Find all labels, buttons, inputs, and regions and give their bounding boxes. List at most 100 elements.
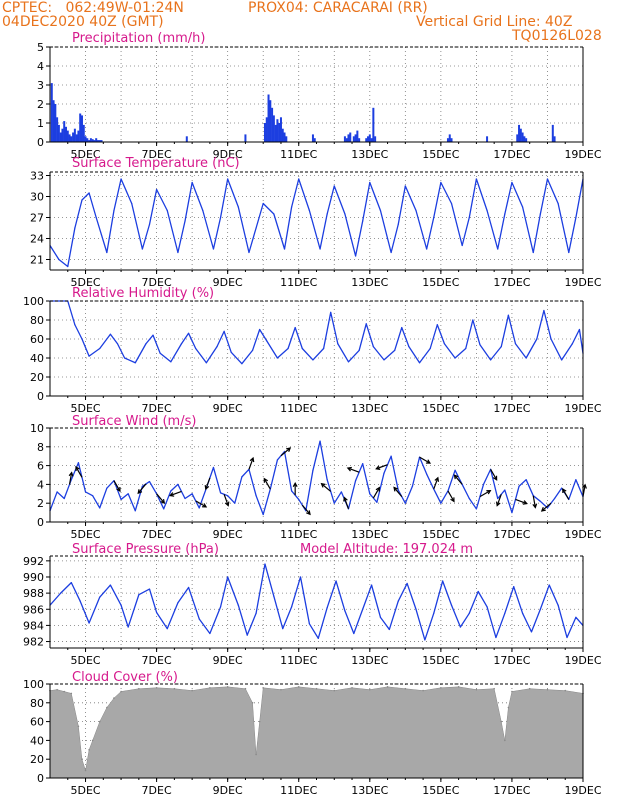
series-point (120, 604, 122, 606)
y-tick-label: 30 (30, 191, 44, 204)
series-point (88, 355, 90, 357)
series-point (335, 580, 337, 582)
wind-arrow-head (492, 475, 498, 481)
x-tick-label: 13DEC (351, 528, 388, 541)
series-point (148, 588, 151, 590)
header-run-time: 04DEC2020 40Z (GMT) (2, 14, 164, 30)
precip-bar (365, 138, 368, 142)
precip-bar (354, 134, 357, 142)
x-tick-label: 7DEC (142, 148, 172, 161)
y-tick-label: 20 (30, 371, 44, 384)
series-point (145, 343, 147, 345)
series-point (287, 347, 289, 350)
series-point (106, 487, 108, 489)
wind-arrow (301, 504, 311, 515)
series-point (317, 637, 319, 639)
series-point (291, 206, 293, 208)
series-point (92, 495, 94, 497)
y-tick-label: 21 (30, 254, 44, 267)
series-point (539, 500, 541, 502)
series-point (513, 586, 515, 588)
y-tick-label: 1 (37, 117, 44, 130)
series-point (106, 251, 108, 254)
wind-arrow (419, 456, 431, 464)
wind-arrow-head (486, 489, 492, 495)
series-point (561, 487, 563, 489)
precip-bar (345, 138, 348, 142)
precip-bar (93, 140, 96, 142)
precip-bar (77, 130, 80, 142)
series-point (390, 455, 392, 457)
y-tick-label: 992 (23, 555, 44, 568)
series-point (424, 639, 426, 641)
series-point (525, 357, 527, 359)
y-tick-label: 3 (37, 79, 44, 92)
x-tick-label: 13DEC (351, 784, 388, 797)
wind-arrow (479, 490, 491, 498)
series-point (113, 209, 115, 212)
series-point (571, 343, 573, 345)
series-point (246, 634, 248, 636)
panel-title: Relative Humidity (%) (72, 286, 214, 301)
cloud-point (475, 688, 478, 691)
series-point (539, 608, 541, 610)
cloud-point (70, 692, 73, 695)
x-tick-label: 9DEC (213, 276, 243, 289)
wind-arrow-head (453, 474, 459, 480)
wind-arrow (68, 472, 73, 485)
cloud-point (113, 697, 115, 699)
series-point (223, 330, 225, 332)
precip-bar (68, 134, 71, 142)
cloud-point (255, 753, 257, 756)
wind-arrow (321, 483, 332, 492)
precip-bar (358, 138, 361, 142)
y-tick-label: 33 (30, 170, 44, 183)
series-point (74, 227, 76, 229)
x-tick-label: 9DEC (213, 148, 243, 161)
x-tick-label: 19DEC (564, 148, 601, 161)
wind-arrow-head (68, 471, 74, 477)
series-point (536, 338, 538, 340)
header-model-code: TQ0126L028 (512, 28, 602, 44)
series-point (227, 178, 229, 180)
y-tick-label: 24 (30, 233, 44, 246)
series-point (333, 502, 335, 504)
series-point (148, 223, 151, 226)
wind-arrow-head (532, 503, 538, 509)
precip-bar (446, 138, 449, 142)
series-point (127, 493, 129, 495)
precip-bar (486, 136, 489, 142)
series-point (454, 469, 456, 471)
x-tick-label: 13DEC (351, 402, 388, 415)
series-point (543, 309, 545, 312)
wind-arrow-head (375, 465, 381, 470)
series-point (216, 346, 218, 348)
series-point (134, 362, 136, 364)
x-tick-label: 11DEC (280, 148, 317, 161)
series-point (418, 362, 421, 364)
series-point (81, 199, 83, 201)
series-point (539, 213, 541, 215)
wind-arrow (372, 487, 380, 499)
x-tick-label: 15DEC (422, 276, 459, 289)
series-point (312, 469, 314, 471)
series-point (344, 213, 346, 215)
series-point (379, 616, 382, 618)
series-point (397, 223, 399, 226)
x-tick-label: 5DEC (70, 148, 100, 161)
x-tick-label: 17DEC (493, 528, 530, 541)
series-point (486, 606, 488, 608)
cloud-point (386, 686, 389, 688)
series-point (406, 582, 408, 585)
x-tick-label: 15DEC (422, 402, 459, 415)
series-point (365, 323, 367, 325)
precip-bar (551, 124, 554, 142)
series-point (259, 328, 261, 331)
wind-arrow (113, 480, 121, 492)
wind-arrow (393, 487, 403, 498)
wind-arrow-head (346, 466, 352, 472)
series-point (79, 600, 81, 602)
x-tick-label: 5DEC (70, 402, 100, 415)
series-point (472, 319, 474, 321)
